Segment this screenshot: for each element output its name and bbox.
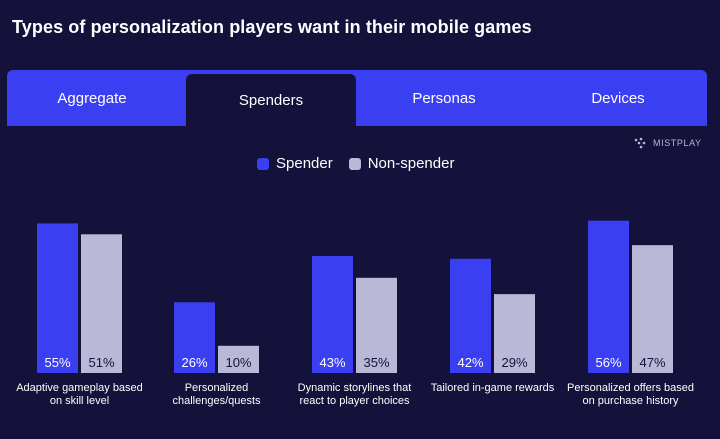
tab-spenders[interactable]: Spenders <box>186 74 356 126</box>
bar-non-spender-1 <box>218 345 259 373</box>
data-label-non-spender-0: 51% <box>88 355 114 370</box>
bar-spender-4 <box>588 220 629 373</box>
brand-logo: MISTPLAY <box>634 137 702 149</box>
category-label-0: Adaptive gameplay based on skill level <box>16 382 143 407</box>
data-label-spender-3: 42% <box>457 355 483 370</box>
legend-label-spender: Spender <box>276 155 333 172</box>
data-label-spender-1: 26% <box>181 355 207 370</box>
data-label-spender-4: 56% <box>595 355 621 370</box>
bar-non-spender-3 <box>494 294 535 373</box>
data-label-non-spender-3: 29% <box>501 355 527 370</box>
data-label-spender-2: 43% <box>319 355 345 370</box>
category-label-3: Tailored in-game rewards <box>430 382 555 394</box>
legend-swatch-spender <box>257 157 269 170</box>
legend-swatch-non-spender <box>348 157 361 170</box>
data-label-non-spender-1: 10% <box>225 355 251 370</box>
bar-non-spender-2 <box>356 277 397 373</box>
tab-devices[interactable]: Devices <box>591 89 645 107</box>
tab-aggregate[interactable]: Aggregate <box>57 89 127 107</box>
bar-spender-1 <box>174 302 215 373</box>
data-label-non-spender-4: 47% <box>639 355 665 370</box>
bar-spender-2 <box>312 256 353 373</box>
category-label-4: Personalized offers based on purchase hi… <box>567 382 694 407</box>
brand-name: MISTPLAY <box>653 138 702 148</box>
tab-personas[interactable]: Personas <box>412 89 476 107</box>
chart-legend: Spender Non-spender <box>257 155 470 172</box>
data-label-spender-0: 55% <box>44 355 70 370</box>
category-label-2: Dynamic storylines that react to player … <box>297 382 412 407</box>
legend-item-spender: Spender <box>257 155 333 172</box>
bar-non-spender-0 <box>81 234 122 373</box>
tab-bar: Aggregate Spenders Personas Devices <box>7 70 707 126</box>
bar-non-spender-4 <box>632 245 673 373</box>
chart-title: Types of personalization players want in… <box>12 17 532 37</box>
legend-label-non-spender: Non-spender <box>367 155 455 172</box>
mistplay-logo-icon <box>634 137 646 149</box>
bar-spender-3 <box>450 258 491 373</box>
bar-spender-0 <box>37 223 78 373</box>
data-label-non-spender-2: 35% <box>363 355 389 370</box>
legend-item-non-spender: Non-spender <box>348 155 455 172</box>
category-label-1: Personalized challenges/quests <box>172 382 261 407</box>
